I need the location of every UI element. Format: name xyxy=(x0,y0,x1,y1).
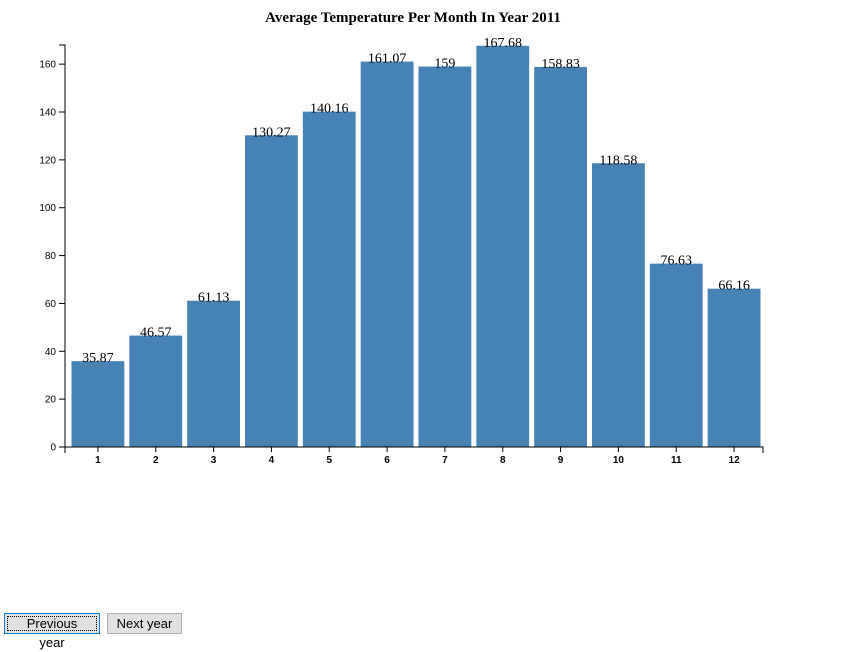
previous-year-button[interactable]: Previous year xyxy=(4,613,100,650)
y-tick-label-100: 100 xyxy=(39,203,56,214)
next-year-button[interactable]: Next year xyxy=(107,613,182,634)
bar-month-8 xyxy=(476,45,530,447)
bar-month-9 xyxy=(534,66,587,447)
y-axis: 0 20 40 60 80 100 120 140 160 xyxy=(39,44,66,454)
x-tick-label-7: 7 xyxy=(442,455,448,466)
y-tick-label-40: 40 xyxy=(45,347,57,358)
bar-month-3 xyxy=(187,300,240,447)
x-tick-label-2: 2 xyxy=(153,455,159,466)
data-label-month-8: 167.68 xyxy=(484,36,523,51)
bar-month-2 xyxy=(129,335,183,447)
data-label-month-7: 159 xyxy=(434,57,455,72)
bar-month-6 xyxy=(360,61,414,448)
chart-title: Average Temperature Per Month In Year 20… xyxy=(265,10,561,26)
data-label-month-1: 35.87 xyxy=(82,351,114,366)
x-tick-label-3: 3 xyxy=(211,455,217,466)
x-tick-label-5: 5 xyxy=(326,455,332,466)
x-axis-line xyxy=(64,446,764,453)
x-tick-label-10: 10 xyxy=(613,455,625,466)
y-axis-line xyxy=(59,44,66,448)
x-tick-label-8: 8 xyxy=(500,455,506,466)
y-tick-label-140: 140 xyxy=(39,108,56,119)
data-label-month-4: 130.27 xyxy=(252,125,291,140)
x-tick-label-9: 9 xyxy=(558,455,564,466)
y-tick-label-160: 160 xyxy=(39,60,56,71)
y-tick-label-20: 20 xyxy=(45,395,57,406)
y-tick-label-60: 60 xyxy=(45,299,57,310)
bar-month-7 xyxy=(418,66,472,448)
bars-group xyxy=(71,45,761,448)
data-label-month-6: 161.07 xyxy=(368,52,407,67)
data-label-month-10: 118.58 xyxy=(599,153,637,168)
data-labels-group: 35.87 46.57 61.13 130.27 140.16 161.07 159 167.… xyxy=(82,36,750,366)
data-label-month-12: 66.16 xyxy=(718,279,750,294)
y-tick-label-0: 0 xyxy=(50,443,56,454)
data-label-month-5: 140.16 xyxy=(310,102,349,117)
bar-month-1 xyxy=(71,361,125,447)
bar-month-12 xyxy=(707,288,761,447)
y-tick-label-80: 80 xyxy=(45,251,57,262)
y-tick-label-120: 120 xyxy=(39,155,56,166)
bar-month-11 xyxy=(649,263,703,447)
bar-month-10 xyxy=(592,163,645,447)
x-tick-label-6: 6 xyxy=(384,455,390,466)
bar-chart: Average Temperature Per Month In Year 20… xyxy=(39,10,764,466)
data-label-month-9: 158.83 xyxy=(541,57,580,72)
data-label-month-3: 61.13 xyxy=(198,291,230,306)
data-label-month-2: 46.57 xyxy=(140,326,172,341)
x-tick-label-4: 4 xyxy=(269,455,275,466)
bar-month-4 xyxy=(245,135,298,447)
x-tick-label-11: 11 xyxy=(671,455,682,466)
data-label-month-11: 76.63 xyxy=(661,254,693,269)
bar-month-5 xyxy=(302,111,356,448)
x-tick-label-1: 1 xyxy=(95,455,101,466)
x-axis: 1 2 3 4 5 6 7 8 9 10 11 12 xyxy=(64,446,764,466)
x-tick-label-12: 12 xyxy=(729,455,741,466)
